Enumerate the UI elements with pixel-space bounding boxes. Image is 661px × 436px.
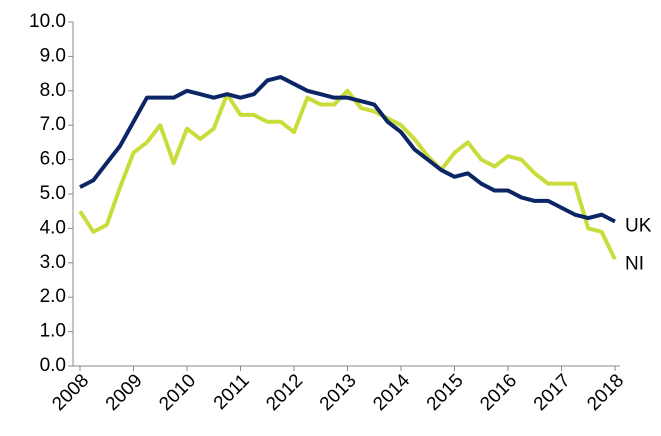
series-label: UK [625,216,652,237]
x-tick-label: 2008 [48,370,93,415]
x-tick-label: 2013 [316,370,361,415]
line-series [78,88,617,261]
y-tick-label: 6.0 [40,149,66,170]
x-tick-label: 2009 [102,370,147,415]
y-tick-label: 10.0 [29,11,66,32]
line-series [79,75,616,224]
x-tick-label: 2011 [210,370,254,414]
y-tick-label: 4.0 [40,217,66,238]
y-tick-label: 3.0 [40,252,66,273]
series-label: NI [625,253,644,274]
x-tick-label: 2010 [155,370,200,415]
y-tick-label: 0.0 [40,355,66,376]
y-tick-label: 9.0 [40,45,66,66]
x-tick-label: 2017 [530,370,575,415]
y-tick-label: 7.0 [40,114,66,135]
x-tick-label: 2018 [583,370,628,415]
x-tick-label: 2015 [423,370,468,415]
y-tick-label: 1.0 [40,321,66,342]
y-tick-label: 5.0 [40,183,66,204]
x-tick-label: 2012 [262,370,307,415]
x-tick-label: 2016 [476,370,521,415]
y-tick-label: 8.0 [40,80,66,101]
x-tick-label: 2014 [369,370,414,415]
y-tick-label: 2.0 [40,286,66,307]
